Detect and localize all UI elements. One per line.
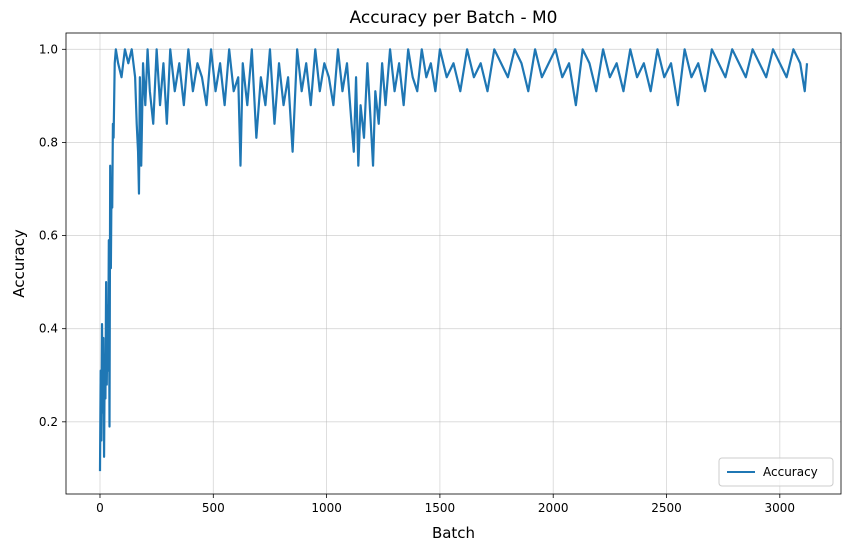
x-tick-label: 2000 <box>538 501 569 515</box>
x-tick-label: 2500 <box>651 501 682 515</box>
plot-frame <box>65 32 842 495</box>
legend-box <box>718 457 834 487</box>
x-tick-label: 3000 <box>765 501 796 515</box>
legend: Accuracy <box>718 457 834 487</box>
x-tick-label: 0 <box>96 501 104 515</box>
y-tick-label: 0.2 <box>39 415 58 429</box>
y-tick-label: 0.8 <box>39 135 58 149</box>
series-line-accuracy <box>98 48 809 472</box>
y-tick-label: 1.0 <box>39 42 58 56</box>
ticks: 0 500 1000 1500 2000 2500 3000 0.2 0.4 0.6 0.8 1.0 <box>39 42 795 515</box>
chart-title: Accuracy per Batch - M0 <box>350 8 558 28</box>
x-axis-label: Batch <box>432 524 475 542</box>
y-axis-label: Accuracy <box>10 229 28 298</box>
series-layer <box>98 48 809 472</box>
x-tick-label: 1000 <box>311 501 342 515</box>
y-tick-label: 0.4 <box>39 322 58 336</box>
x-tick-label: 500 <box>202 501 225 515</box>
x-tick-label: 1500 <box>425 501 456 515</box>
grid <box>66 33 841 494</box>
legend-entry-accuracy: Accuracy <box>763 465 818 479</box>
y-tick-label: 0.6 <box>39 229 58 243</box>
